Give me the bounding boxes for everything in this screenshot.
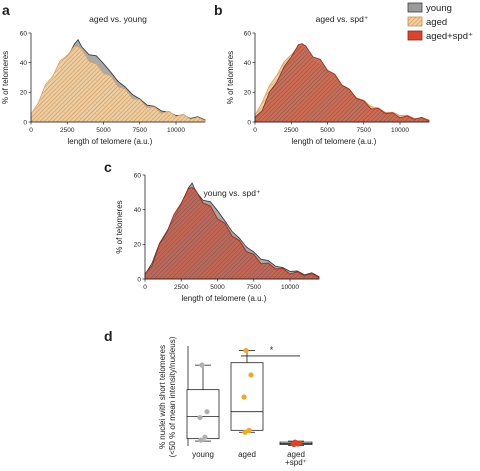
histogram-panel-a: aged vs. young 0 2500 5000 7500 10000 0 20 40 60 l… [1,14,206,146]
y-tick-label: 60 [20,30,28,37]
x-tick-label: 0 [253,127,257,134]
y-tick-label: 20 [20,90,28,97]
category-label: +spd⁺ [285,458,307,467]
box-1 [230,347,264,435]
y-tick-label: 20 [244,90,252,97]
y-tick-label: 20 [134,242,142,249]
x-tick-label: 7500 [247,284,262,291]
legend-swatch-spd [407,30,423,41]
data-point [198,437,204,443]
y-tick-label: 0 [23,119,27,126]
box-body [230,362,264,431]
legend-label-young: young [426,3,452,14]
x-tick-label: 5000 [210,284,225,291]
y-axis-label: % of telomeres [226,51,235,104]
series-area-aged [30,45,206,123]
panel-letter-a: a [2,2,10,18]
histogram-panel-c: young vs. spd⁺ 0 2500 5000 7500 10000 0 20 40 60 l… [115,172,320,303]
x-tick-label: 5000 [320,127,335,134]
panel-letter-c: c [104,159,112,175]
data-point [204,409,210,415]
x-tick-label: 10000 [391,127,409,134]
y-tick-label: 60 [244,30,252,37]
series-area-aged-spd [254,43,430,123]
y-tick-label: 40 [244,60,252,67]
x-tick-label: 2500 [284,127,299,134]
x-tick-label: 2500 [174,284,189,291]
data-point [199,362,205,368]
y-tick-label: 60 [134,172,142,179]
data-point [246,427,252,433]
panel-letter-b: b [214,2,223,18]
box-2 [279,439,313,448]
box-body [186,389,220,440]
x-tick-label: 7500 [357,127,372,134]
x-tick-label: 0 [29,127,33,134]
histogram-panel-b: aged vs. spd⁺ 0 2500 5000 7500 10000 0 20 40 60 le… [226,14,430,146]
x-tick-label: 7500 [133,127,148,134]
legend-label-spd: aged+spd⁺ [426,31,473,42]
data-point [197,414,203,421]
series-area-aged-spd [144,187,320,280]
panel-title: young vs. spd⁺ [204,188,261,198]
panel-title: aged vs. spd⁺ [316,14,369,24]
category-label: young [192,450,214,459]
category-label: aged [238,450,256,459]
x-tick-label: 0 [143,284,147,291]
data-point [248,372,254,378]
box-0 [186,362,220,443]
significance-label: * [270,345,274,355]
data-point [291,441,297,448]
y-tick-label: 0 [247,119,251,126]
panel-title: aged vs. young [89,14,147,24]
legend-swatch-young [407,2,423,13]
data-point [243,347,249,354]
x-axis-label: length of telomere (a.u.) [182,294,267,303]
y-axis-label: % nuclei with short telomeres [158,345,167,449]
x-tick-label: 2500 [60,127,75,134]
y-axis-label: % of telomeres [115,200,124,253]
legend-swatch-aged [407,16,423,27]
x-tick-label: 5000 [96,127,111,134]
y-axis-label-line2: (<50 % of mean intensity/nucleus) [168,336,177,457]
panel-letter-d: d [104,328,113,344]
boxplot-panel-d: young aged aged+spd⁺*% nuclei with short t… [158,336,313,467]
y-tick-label: 0 [137,276,141,283]
data-point [242,429,248,435]
x-tick-label: 10000 [167,127,185,134]
x-axis-label: length of telomere (a.u.) [292,137,377,146]
data-point [202,434,208,440]
category-label: aged [287,450,305,459]
data-point [295,441,301,447]
data-point [241,394,247,400]
x-tick-label: 10000 [281,284,299,291]
y-axis-label: % of telomeres [1,51,10,104]
legend: young aged aged+spd⁺ [407,2,473,42]
y-tick-label: 40 [134,207,142,214]
x-axis-label: length of telomere (a.u.) [68,137,153,146]
legend-label-aged: aged [426,17,447,28]
y-tick-label: 40 [20,60,28,67]
